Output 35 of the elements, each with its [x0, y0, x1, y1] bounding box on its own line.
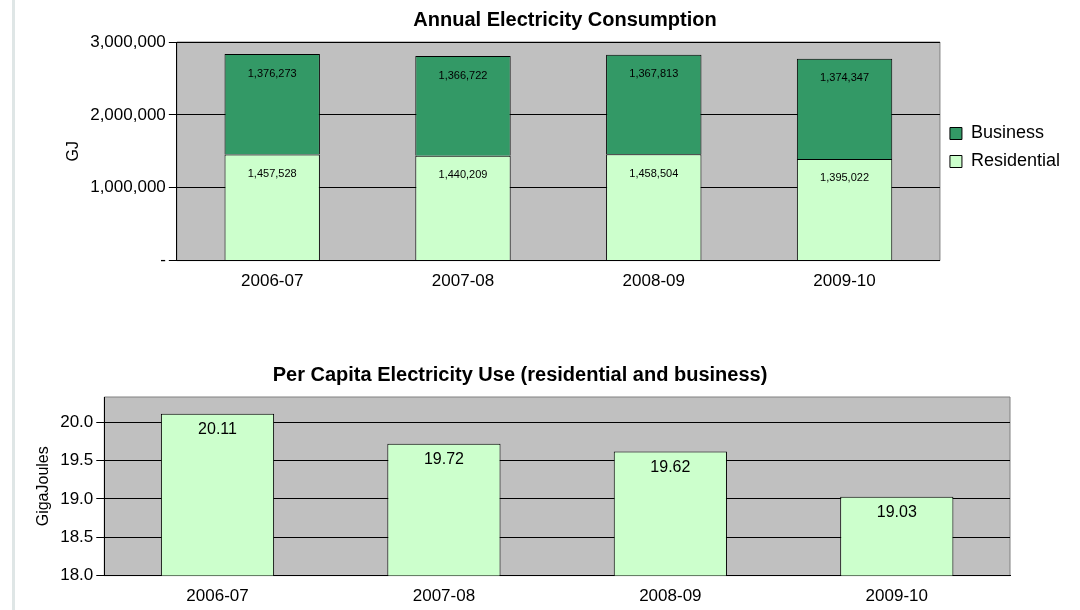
y-tick-label: 1,000,000: [90, 177, 166, 197]
x-tick-label: 2006-07: [186, 586, 249, 606]
x-tick-label: 2008-09: [622, 271, 685, 291]
y-axis-title: GJ: [64, 141, 82, 162]
y-tick-label: 3,000,000: [90, 31, 166, 51]
y-tick-label: 18.5: [60, 526, 94, 546]
data-label: 1,367,813: [629, 67, 679, 80]
x-tick-label: 2007-08: [412, 586, 476, 606]
data-label: 1,395,022: [820, 171, 870, 184]
x-tick-label: 2007-08: [431, 271, 495, 291]
chart-title: Annual Electricity Consumption: [413, 7, 717, 30]
data-label: 1,440,209: [438, 168, 488, 181]
legend-label: Residential: [970, 150, 1061, 171]
y-axis-title: GigaJoules: [34, 446, 52, 527]
legend-label: Business: [970, 122, 1044, 143]
data-label: 19.03: [876, 503, 917, 521]
data-label: 19.62: [650, 457, 691, 475]
y-tick-label: 18.0: [60, 565, 94, 585]
data-label: 1,457,528: [247, 166, 297, 179]
data-label: 1,374,347: [820, 71, 870, 84]
x-tick-label: 2009-10: [865, 586, 928, 606]
x-tick-label: 2006-07: [241, 271, 304, 291]
y-tick-label: 20.0: [60, 411, 94, 431]
data-label: 1,376,273: [247, 66, 297, 79]
y-tick-label: 19.0: [60, 488, 94, 508]
data-label: 1,366,722: [438, 68, 488, 81]
y-tick-label: -: [160, 250, 166, 270]
x-tick-label: 2008-09: [639, 586, 702, 606]
x-tick-label: 2009-10: [813, 271, 876, 291]
y-tick-label: 19.5: [60, 450, 94, 470]
data-label: 20.11: [198, 420, 238, 438]
chart-title: Per Capita Electricity Use (residential and business): [272, 362, 768, 385]
data-label: 19.72: [423, 450, 465, 468]
data-label: 1,458,504: [629, 166, 679, 179]
y-tick-label: 2,000,000: [90, 104, 166, 124]
